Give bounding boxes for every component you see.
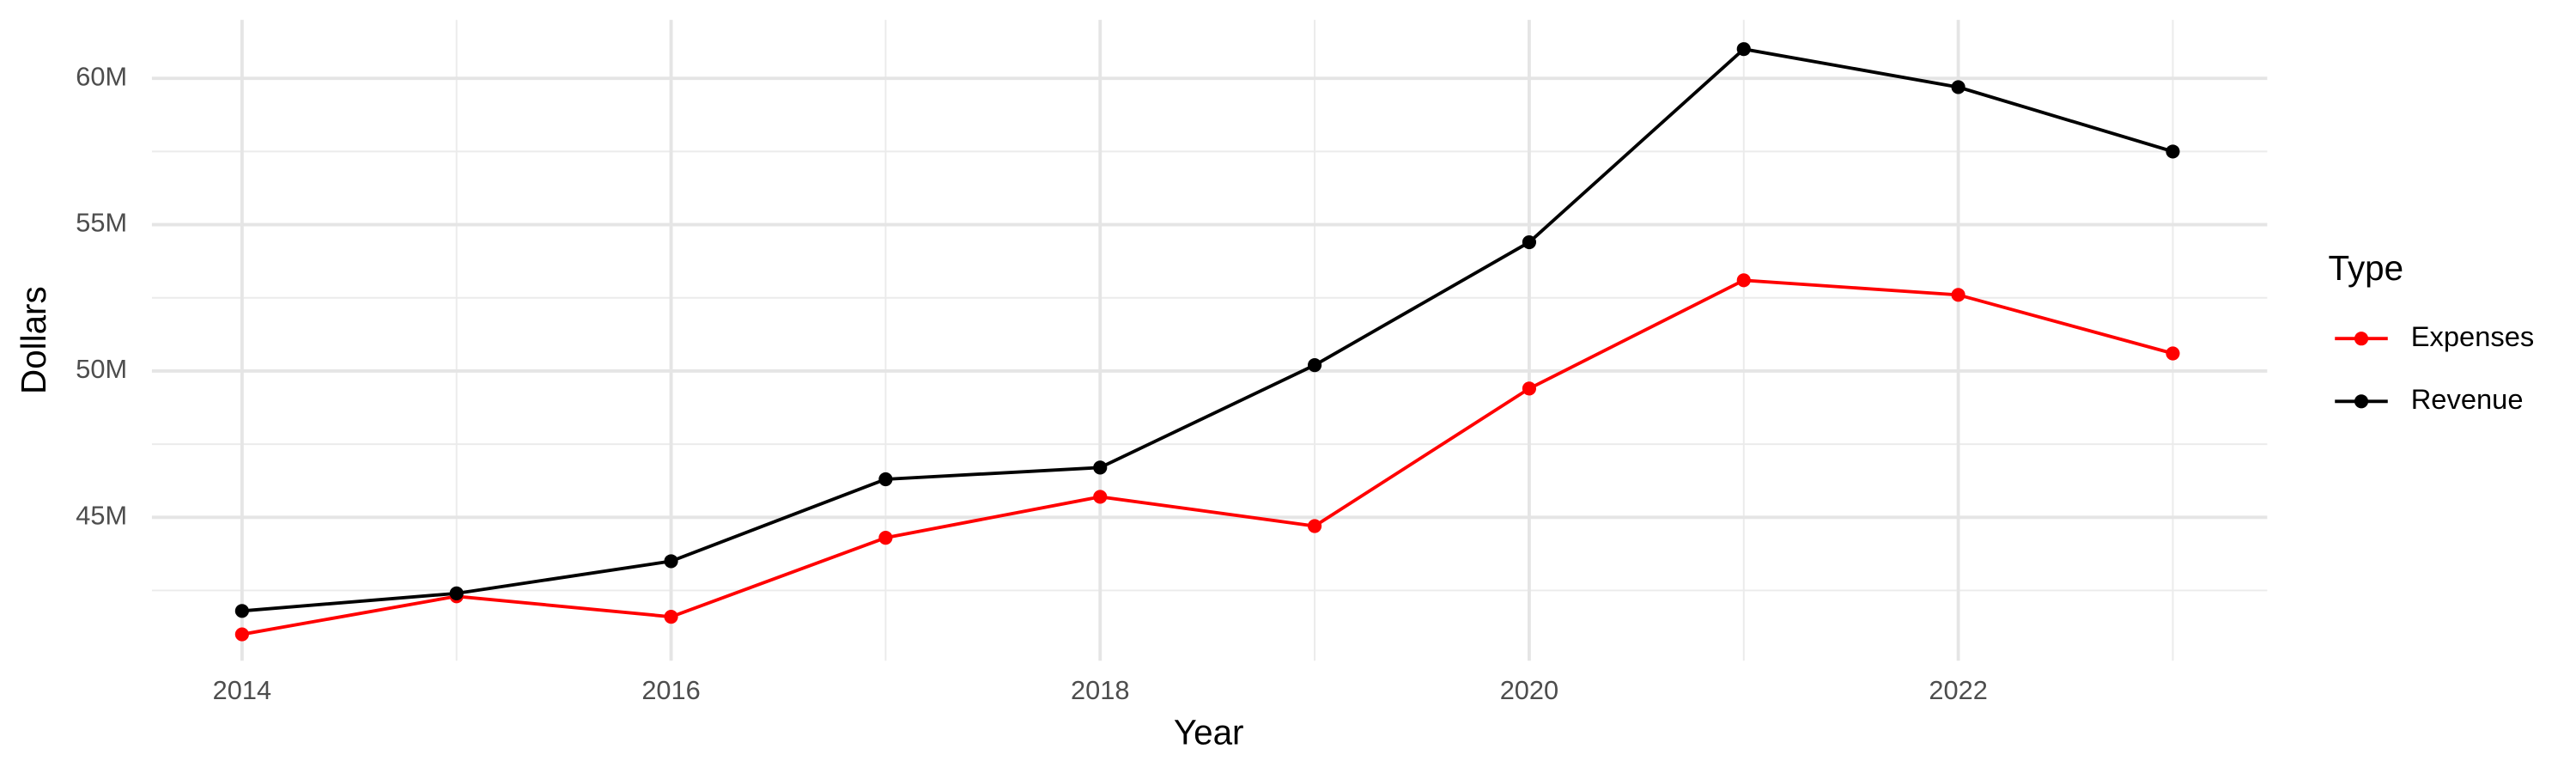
data-point [1308, 358, 1322, 373]
x-tick-label: 2020 [1500, 675, 1558, 705]
data-point [1736, 42, 1751, 57]
legend: Expenses Revenue [2335, 320, 2534, 415]
data-point [1093, 490, 1108, 504]
data-point [1951, 288, 1965, 302]
data-point [1951, 80, 1965, 94]
grid [151, 20, 2268, 661]
x-tick-label: 2014 [213, 675, 271, 705]
y-axis-title: Dollars [14, 286, 53, 394]
plot-area [234, 42, 2180, 642]
data-point [1308, 519, 1322, 533]
data-point [664, 554, 678, 569]
data-point [234, 604, 249, 618]
series-line [241, 47, 2174, 613]
y-tick-label: 45M [76, 500, 127, 530]
x-tick-label: 2016 [641, 675, 700, 705]
legend-marker [2354, 332, 2369, 346]
data-point [664, 610, 678, 624]
data-point [2166, 346, 2180, 361]
x-axis-title: Year [1174, 712, 1244, 752]
data-point [2166, 144, 2180, 159]
legend-label: Expenses [2411, 320, 2535, 352]
data-point [878, 531, 893, 545]
x-tick-label: 2022 [1929, 675, 1987, 705]
data-point [1522, 234, 1536, 250]
data-point [1736, 273, 1751, 288]
series-line [241, 278, 2173, 636]
data-point [878, 472, 893, 487]
legend-title: Type [2329, 248, 2404, 288]
y-tick-label: 60M [76, 61, 127, 91]
data-point [234, 627, 249, 642]
data-point [449, 586, 464, 600]
data-point [1093, 460, 1108, 475]
legend-label: Revenue [2411, 383, 2524, 415]
data-point [1522, 381, 1536, 396]
y-tick-label: 50M [76, 354, 127, 384]
x-tick-label: 2018 [1071, 675, 1129, 705]
y-tick-label: 55M [76, 208, 127, 238]
legend-marker [2354, 394, 2369, 409]
